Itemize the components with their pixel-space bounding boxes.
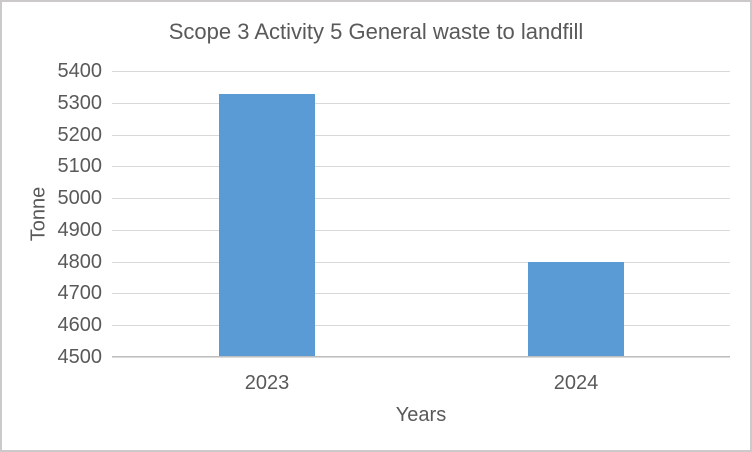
gridline [112, 71, 730, 72]
plot-area [112, 71, 730, 358]
gridline [112, 262, 730, 263]
x-axis-title: Years [395, 404, 447, 426]
y-tick-label: 4800 [57, 251, 103, 273]
chart-title: Scope 3 Activity 5 General waste to land… [168, 19, 584, 44]
gridline [112, 103, 730, 104]
y-tick-label: 5100 [57, 155, 103, 177]
gridline [112, 357, 730, 358]
y-tick-label: 4600 [57, 314, 103, 336]
y-tick-label: 4500 [57, 346, 103, 368]
y-tick-label: 5000 [57, 187, 103, 209]
y-tick-label: 5400 [57, 60, 103, 82]
gridline [112, 198, 730, 199]
bar-2023 [219, 94, 315, 356]
y-tick-label: 4700 [57, 282, 103, 304]
gridline [112, 325, 730, 326]
y-tick-label: 5200 [57, 124, 103, 146]
gridline [112, 135, 730, 136]
bar-2024 [528, 262, 624, 356]
gridline [112, 293, 730, 294]
gridline [112, 166, 730, 167]
y-tick-label: 5300 [57, 92, 103, 114]
x-axis-line [112, 356, 730, 357]
x-tick-label: 2024 [553, 372, 599, 394]
y-tick-label: 4900 [57, 219, 103, 241]
gridline [112, 230, 730, 231]
x-tick-label: 2023 [244, 372, 290, 394]
